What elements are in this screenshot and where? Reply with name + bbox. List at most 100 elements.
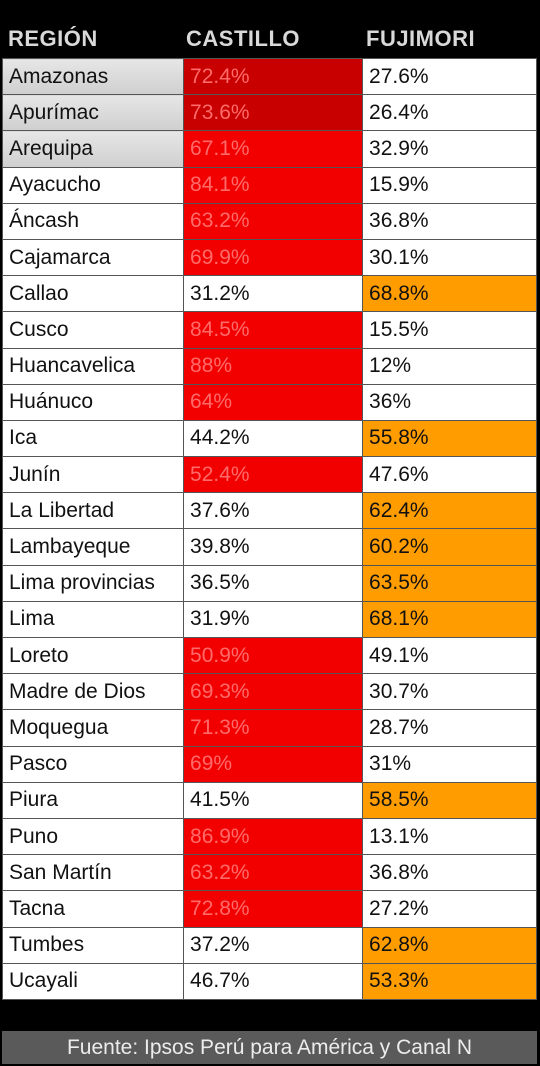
- region-cell: Tacna: [1, 890, 185, 928]
- castillo-column-header: CASTILLO: [186, 26, 300, 51]
- table-row: Callao 31.2% 68.8%: [1, 275, 537, 313]
- castillo-cell: 37.2%: [183, 926, 364, 964]
- table-row: Tumbes 37.2% 62.8%: [1, 926, 537, 964]
- table-row: Áncash 63.2% 36.8%: [1, 202, 537, 240]
- castillo-cell: 88%: [183, 347, 364, 385]
- region-cell: Cusco: [1, 311, 185, 349]
- castillo-cell: 36.5%: [183, 564, 364, 602]
- fujimori-cell: 53.3%: [362, 962, 537, 1000]
- table-row: Loreto 50.9% 49.1%: [1, 636, 537, 675]
- region-cell: Puno: [1, 817, 185, 856]
- fujimori-cell: 60.2%: [362, 528, 537, 566]
- region-cell: Ucayali: [1, 962, 185, 1000]
- fujimori-cell: 27.6%: [362, 57, 537, 96]
- castillo-cell: 84.1%: [183, 166, 364, 204]
- castillo-cell: 41.5%: [183, 781, 364, 819]
- castillo-cell: 46.7%: [183, 962, 364, 1000]
- region-cell: Madre de Dios: [1, 673, 185, 711]
- fujimori-cell: 31%: [362, 745, 537, 783]
- region-cell: Ayacucho: [1, 166, 185, 204]
- table-row: Ica 44.2% 55.8%: [1, 419, 537, 458]
- castillo-cell: 72.4%: [183, 57, 364, 96]
- fujimori-cell: 36%: [362, 383, 537, 421]
- region-cell: Cajamarca: [1, 238, 185, 277]
- region-cell: Huánuco: [1, 383, 185, 421]
- fujimori-cell: 15.5%: [362, 311, 537, 349]
- table-row: Lima 31.9% 68.1%: [1, 600, 537, 639]
- table-row: Madre de Dios 69.3% 30.7%: [1, 673, 537, 711]
- table-row: Ayacucho 84.1% 15.9%: [1, 166, 537, 204]
- region-cell: La Libertad: [1, 492, 185, 530]
- table-row: Cajamarca 69.9% 30.1%: [1, 238, 537, 277]
- column-header-bar: REGIÓN CASTILLO FUJIMORI: [0, 0, 540, 58]
- fujimori-cell: 55.8%: [362, 419, 537, 458]
- region-cell: Pasco: [1, 745, 185, 783]
- castillo-cell: 63.2%: [183, 854, 364, 892]
- castillo-cell: 52.4%: [183, 456, 364, 494]
- fujimori-cell: 30.1%: [362, 238, 537, 277]
- region-cell: Loreto: [1, 636, 185, 675]
- fujimori-cell: 62.8%: [362, 926, 537, 964]
- table-row: Junín 52.4% 47.6%: [1, 456, 537, 494]
- fujimori-cell: 27.2%: [362, 890, 537, 928]
- table-row: Lima provincias 36.5% 63.5%: [1, 564, 537, 602]
- table-row: Tacna 72.8% 27.2%: [1, 890, 537, 928]
- fujimori-cell: 28.7%: [362, 709, 537, 747]
- castillo-cell: 69.9%: [183, 238, 364, 277]
- fujimori-cell: 30.7%: [362, 673, 537, 711]
- castillo-cell: 86.9%: [183, 817, 364, 856]
- castillo-cell: 64%: [183, 383, 364, 421]
- table-row: Apurímac 73.6% 26.4%: [1, 94, 537, 132]
- fujimori-cell: 36.8%: [362, 202, 537, 240]
- table-row: Lambayeque 39.8% 60.2%: [1, 528, 537, 566]
- fujimori-cell: 68.1%: [362, 600, 537, 639]
- fujimori-column-header: FUJIMORI: [366, 26, 476, 51]
- region-cell: Tumbes: [1, 926, 185, 964]
- region-cell: Lima provincias: [1, 564, 185, 602]
- fujimori-cell: 13.1%: [362, 817, 537, 856]
- region-cell: Amazonas: [1, 57, 185, 96]
- table-row: Pasco 69% 31%: [1, 745, 537, 783]
- fujimori-cell: 26.4%: [362, 94, 537, 132]
- fujimori-cell: 47.6%: [362, 456, 537, 494]
- region-cell: San Martín: [1, 854, 185, 892]
- results-table: Amazonas 72.4% 27.6% Apurímac 73.6% 26.4% Areq…: [1, 57, 537, 1000]
- fujimori-cell: 68.8%: [362, 275, 537, 313]
- region-cell: Ica: [1, 419, 185, 458]
- region-cell: Lambayeque: [1, 528, 185, 566]
- source-footer: Fuente: Ipsos Perú para América y Canal …: [2, 1031, 537, 1064]
- table-row: Huánuco 64% 36%: [1, 383, 537, 421]
- fujimori-cell: 58.5%: [362, 781, 537, 819]
- castillo-cell: 31.2%: [183, 275, 364, 313]
- region-cell: Huancavelica: [1, 347, 185, 385]
- region-cell: Callao: [1, 275, 185, 313]
- region-cell: Piura: [1, 781, 185, 819]
- castillo-cell: 69.3%: [183, 673, 364, 711]
- castillo-cell: 31.9%: [183, 600, 364, 639]
- table-row: Cusco 84.5% 15.5%: [1, 311, 537, 349]
- fujimori-cell: 12%: [362, 347, 537, 385]
- castillo-cell: 44.2%: [183, 419, 364, 458]
- castillo-cell: 73.6%: [183, 94, 364, 132]
- region-cell: Áncash: [1, 202, 185, 240]
- table-row: Piura 41.5% 58.5%: [1, 781, 537, 819]
- table-row: Arequipa 67.1% 32.9%: [1, 130, 537, 168]
- table-row: Huancavelica 88% 12%: [1, 347, 537, 385]
- castillo-cell: 63.2%: [183, 202, 364, 240]
- castillo-cell: 39.8%: [183, 528, 364, 566]
- table-row: Amazonas 72.4% 27.6%: [1, 57, 537, 96]
- fujimori-cell: 32.9%: [362, 130, 537, 168]
- table-row: Moquegua 71.3% 28.7%: [1, 709, 537, 747]
- castillo-cell: 84.5%: [183, 311, 364, 349]
- fujimori-cell: 49.1%: [362, 636, 537, 675]
- fujimori-cell: 15.9%: [362, 166, 537, 204]
- region-cell: Junín: [1, 456, 185, 494]
- castillo-cell: 37.6%: [183, 492, 364, 530]
- region-column-header: REGIÓN: [8, 26, 98, 51]
- castillo-cell: 71.3%: [183, 709, 364, 747]
- castillo-cell: 67.1%: [183, 130, 364, 168]
- region-cell: Lima: [1, 600, 185, 639]
- region-cell: Arequipa: [1, 130, 185, 168]
- fujimori-cell: 63.5%: [362, 564, 537, 602]
